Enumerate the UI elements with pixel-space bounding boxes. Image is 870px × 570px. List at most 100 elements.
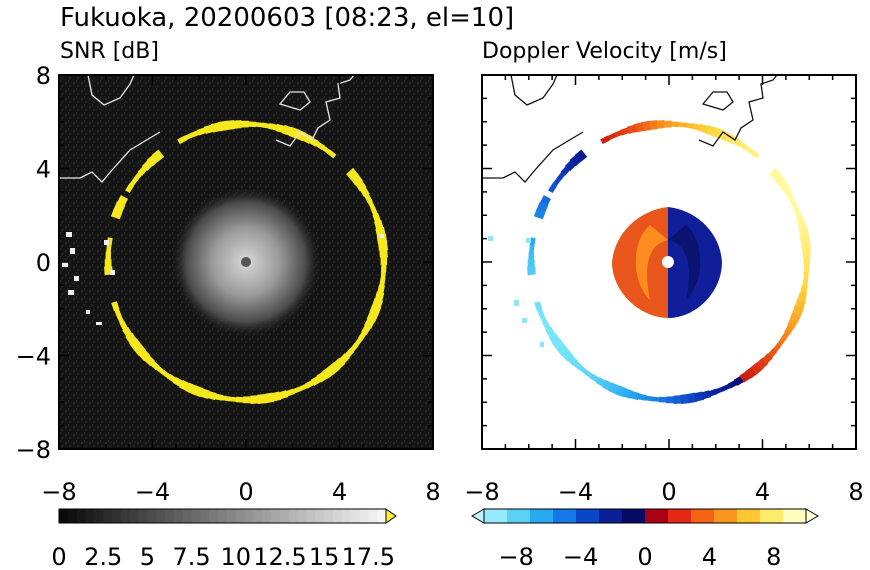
doppler-colorbar-swatch — [576, 509, 588, 523]
snr-colorbar-swatch — [332, 509, 343, 523]
snr-colorbar-swatch — [129, 509, 140, 523]
doppler-colorbar-swatch — [702, 509, 715, 523]
snr-colorbar-tick-label: 15 — [309, 543, 340, 570]
doppler-ring-segment — [803, 263, 810, 273]
doppler-clutter-speckles — [488, 236, 544, 347]
doppler-x-tick-label: 0 — [661, 478, 676, 506]
snr-ring-segment — [282, 125, 293, 136]
doppler-ring-segment — [651, 396, 661, 402]
snr-ring-segment — [210, 122, 221, 133]
doppler-ring-segment — [750, 362, 764, 375]
doppler-panel-title: Doppler Velocity [m/s] — [482, 39, 727, 64]
doppler-colorbar-swatch — [507, 509, 519, 523]
snr-ring-segment — [106, 244, 112, 254]
snr-colorbar-swatch — [209, 509, 219, 523]
doppler-ring-segment — [803, 256, 811, 265]
snr-colorbar-tick-label: 7.5 — [172, 543, 210, 570]
doppler-colorbar-swatch — [656, 509, 669, 523]
snr-y-tick-label: 0 — [36, 249, 51, 277]
doppler-colorbar-swatch — [622, 509, 634, 523]
snr-ring-segment — [264, 392, 274, 404]
doppler-colorbar-tick-label: 8 — [766, 543, 781, 570]
doppler-ring-segment — [629, 391, 640, 401]
doppler-ring-segment — [574, 149, 588, 162]
doppler-ring-segment — [548, 183, 558, 194]
doppler-colorbar-swatch — [541, 509, 554, 523]
doppler-colorbar-tick-label: 0 — [637, 543, 652, 570]
snr-colorbar-swatch — [377, 509, 387, 523]
snr-ring-segment — [380, 270, 386, 280]
snr-colorbar-swatch — [59, 509, 69, 523]
doppler-colorbar-swatch — [748, 509, 761, 523]
doppler-ring-segment — [677, 122, 687, 128]
doppler-ring-segment — [569, 154, 582, 167]
snr-colorbar-swatch — [147, 509, 157, 523]
snr-x-tick-label: −4 — [135, 478, 170, 506]
snr-colorbar-swatch — [350, 509, 360, 523]
snr-colorbar-swatch — [235, 509, 246, 523]
doppler-x-tick-label: 4 — [755, 478, 770, 506]
doppler-ring-segment — [694, 391, 705, 402]
snr-colorbar-swatch — [173, 509, 184, 523]
snr-colorbar-tick-label: 12.5 — [253, 543, 306, 570]
snr-ring-segment — [247, 121, 257, 128]
snr-ring-segment — [218, 120, 228, 132]
doppler-ring-segment — [800, 284, 808, 294]
snr-colorbar-swatch — [297, 509, 307, 523]
snr-ring-segment — [377, 284, 385, 294]
doppler-ring-segment — [658, 396, 668, 403]
snr-ring-segment — [380, 263, 387, 273]
doppler-ring-segment — [533, 208, 546, 220]
doppler-ring-echo — [527, 120, 811, 405]
doppler-colorbar-frame — [483, 508, 807, 524]
snr-colorbar-swatch — [306, 509, 316, 523]
snr-colorbar-swatch — [182, 509, 193, 523]
doppler-ring-segment — [798, 226, 809, 237]
snr-colorbar-swatch — [315, 509, 325, 523]
doppler-colorbar-swatch — [530, 509, 542, 523]
snr-coastline — [59, 74, 355, 183]
doppler-colorbar-swatch — [587, 509, 600, 523]
doppler-ring-segment — [641, 120, 651, 132]
doppler-ring-segment — [803, 270, 809, 280]
snr-colorbar-swatch — [67, 509, 78, 523]
doppler-ring-segment — [795, 213, 804, 223]
snr-ring-segment — [177, 135, 187, 145]
doppler-radar-center — [662, 256, 674, 268]
figure-title: Fukuoka, 20200603 [08:23, el=10] — [60, 3, 514, 33]
snr-clutter-speckles — [62, 232, 384, 325]
doppler-colorbar: −8 −4 0 4 8 — [471, 508, 819, 570]
doppler-ring-segment — [802, 277, 809, 287]
snr-y-tick-label: −8 — [16, 436, 51, 464]
doppler-near-field-echo — [612, 207, 722, 318]
doppler-colorbar-swatch — [714, 509, 726, 523]
doppler-ring-segment — [527, 259, 535, 268]
snr-colorbar-swatch — [253, 509, 263, 523]
snr-ring-segment — [105, 251, 112, 261]
snr-ring-segment — [379, 277, 386, 287]
doppler-ring-segment — [691, 123, 701, 131]
snr-ring-segment — [271, 391, 282, 402]
snr-x-tick-label: 0 — [238, 478, 253, 506]
snr-colorbar-swatch — [226, 509, 237, 523]
snr-ring-segment — [203, 124, 214, 134]
doppler-coastline — [482, 74, 778, 183]
doppler-ring-segment — [528, 251, 535, 261]
snr-ring-segment — [374, 291, 385, 302]
snr-ring-segment — [275, 123, 286, 134]
snr-ring-segment — [333, 357, 346, 370]
snr-ring-segment — [376, 234, 388, 244]
doppler-ring-segment — [644, 395, 654, 402]
doppler-ring-segment — [684, 122, 694, 129]
snr-colorbar-swatch — [359, 509, 369, 523]
snr-colorbar-swatch — [200, 509, 210, 523]
doppler-ring-segment — [534, 301, 543, 311]
snr-colorbar-tick-label: 17.5 — [342, 543, 395, 570]
snr-colorbar-swatch — [341, 509, 352, 523]
doppler-colorbar-swatch — [553, 509, 565, 523]
doppler-x-tick-label: −4 — [558, 478, 593, 506]
snr-colorbar-swatch — [279, 509, 290, 523]
doppler-colorbar-swatch — [599, 509, 611, 523]
snr-ring-segment — [243, 396, 252, 404]
snr-ring-segment — [380, 256, 388, 265]
